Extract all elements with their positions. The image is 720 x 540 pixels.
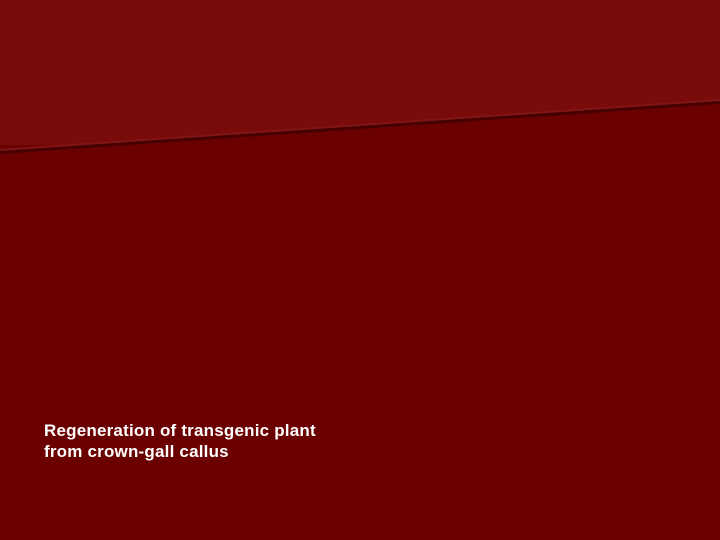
caption-line-2: from crown-gall callus <box>44 442 229 461</box>
slide-caption: Regeneration of transgenic plant from cr… <box>44 420 464 463</box>
caption-line-1: Regeneration of transgenic plant <box>44 421 316 440</box>
slide-top-band <box>0 0 720 145</box>
slide: Regeneration of transgenic plant from cr… <box>0 0 720 540</box>
